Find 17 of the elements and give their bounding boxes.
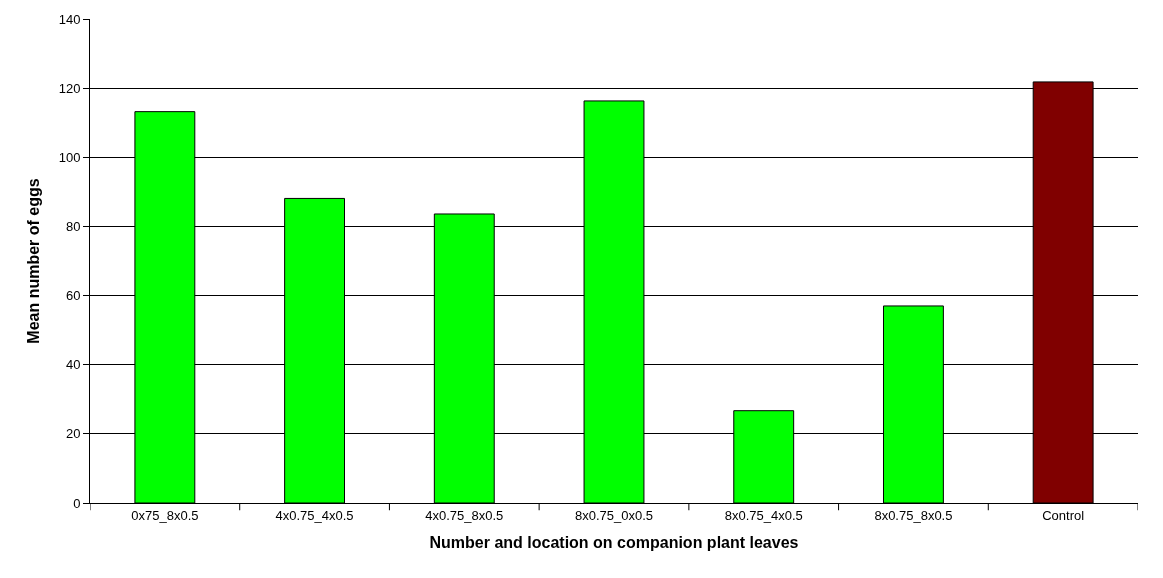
x-tick-label: 0x75_8x0.5 [131,507,199,523]
y-tick-label: 60 [65,288,81,304]
x-tick-label: 8x0.75_8x0.5 [874,507,953,523]
x-tick-label: 4x0.75_8x0.5 [425,507,504,523]
x-tick-label: 8x0.75_0x0.5 [574,507,654,523]
y-tick-label: 120 [58,80,81,96]
x-axis-title: Number and location on companion plant leaves [429,534,799,552]
x-tick-label: 8x0.75_4x0.5 [724,507,803,523]
y-axis-title: Mean number of eggs [24,178,42,344]
y-tick-label: 0 [73,495,81,511]
y-tick-label: 100 [58,149,81,165]
y-tick-label: 140 [58,11,81,27]
y-tick-label: 20 [65,426,81,442]
y-tick-label: 40 [65,357,81,373]
y-tick-label: 80 [65,218,81,234]
x-tick-label: 4x0.75_4x0.5 [275,507,354,523]
x-tick-label: Control [1042,507,1085,523]
